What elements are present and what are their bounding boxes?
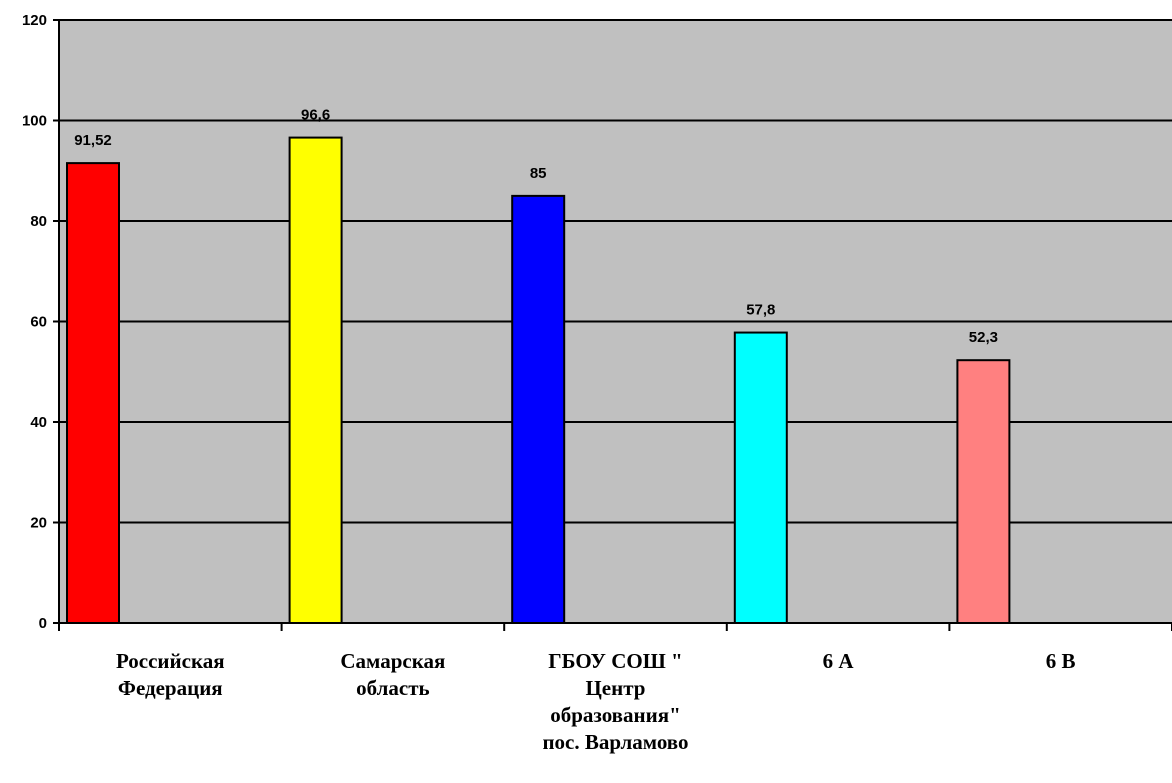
y-tick-label: 100 <box>22 113 47 130</box>
data-label: 57,8 <box>746 302 775 319</box>
bar <box>66 162 120 624</box>
y-tick-label: 80 <box>30 213 47 230</box>
x-tick-label: Самарская область <box>284 648 503 702</box>
x-tick-label-line: Федерация <box>117 676 223 700</box>
y-tick-label: 40 <box>30 414 47 431</box>
bar <box>288 136 343 625</box>
data-label: 52,3 <box>969 329 998 346</box>
x-tick-label: ГБОУ СОШ " Центр образования" пос. Варламов… <box>506 648 725 756</box>
x-tick-label-line: пос. Варламово <box>542 730 689 754</box>
data-label: 96,6 <box>301 107 330 124</box>
x-tick-label: Российская Федерация <box>61 648 280 702</box>
y-tick-label: 120 <box>22 12 47 29</box>
x-tick-label-line: образования" <box>550 703 681 727</box>
x-tick-label-line: Центр <box>585 676 646 700</box>
y-axis-ticks: 0 20 40 60 80 100 120 <box>22 12 59 632</box>
x-tick-label-line: ГБОУ СОШ " <box>548 649 683 673</box>
x-tick-label-line: Самарская <box>340 649 446 673</box>
data-label: 91,52 <box>74 132 112 149</box>
x-tick-label-line: 6 А <box>822 649 854 673</box>
x-tick-label: 6 В <box>951 648 1170 675</box>
x-tick-label-line: 6 В <box>1045 649 1076 673</box>
data-labels: 91,52 96,6 85 57,8 52,3 <box>74 107 998 347</box>
bar <box>511 194 566 624</box>
bar <box>956 359 1011 624</box>
y-tick-label: 20 <box>30 515 47 532</box>
x-tick-label: 6 А <box>729 648 948 675</box>
y-tick-label: 60 <box>30 314 47 331</box>
x-tick-label-line: область <box>356 676 430 700</box>
axes <box>53 20 1172 631</box>
y-tick-label: 0 <box>39 615 47 632</box>
x-tick-label-line: Российская <box>115 649 225 673</box>
bars <box>66 136 1011 625</box>
bar <box>733 331 788 624</box>
data-label: 85 <box>530 165 547 182</box>
